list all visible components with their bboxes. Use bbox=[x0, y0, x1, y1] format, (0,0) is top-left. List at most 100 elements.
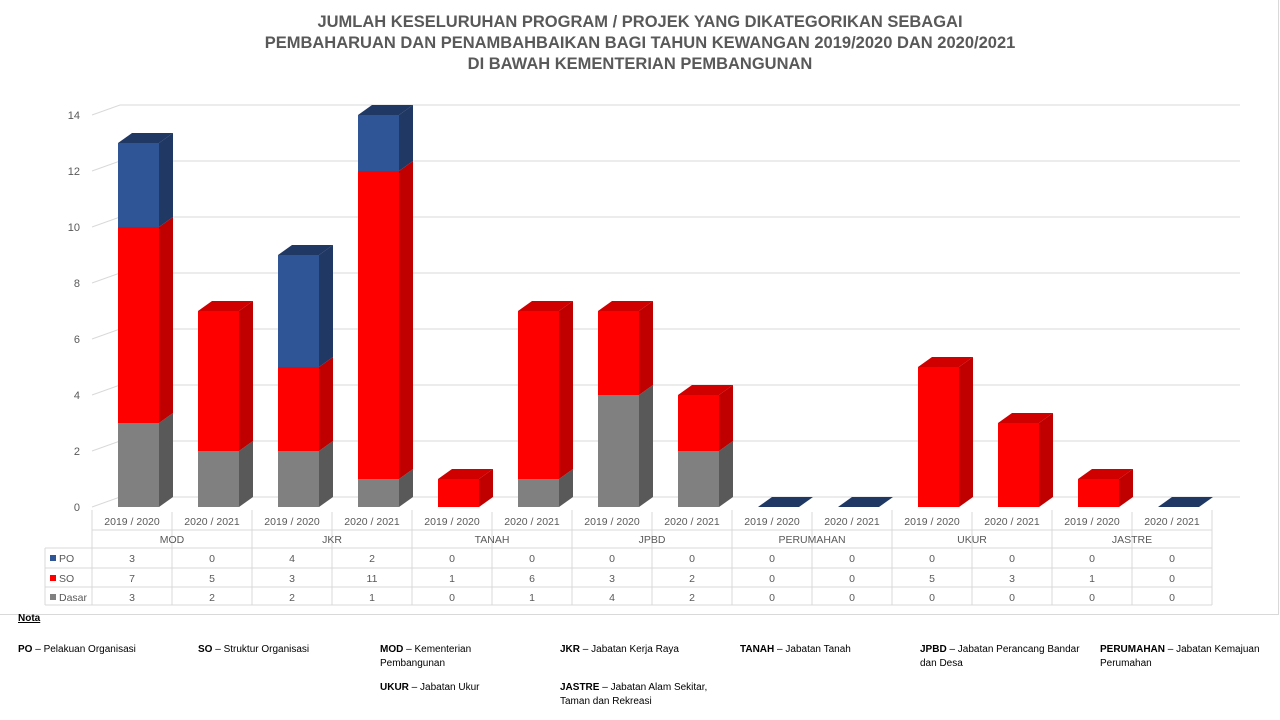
bar-dasar bbox=[678, 451, 719, 507]
table-cell: 2 bbox=[289, 592, 295, 604]
table-cell: 3 bbox=[289, 573, 295, 585]
year-label: 2020 / 2021 bbox=[344, 516, 400, 528]
gridline bbox=[91, 496, 1240, 508]
bar-side-so bbox=[319, 357, 333, 451]
bar-top bbox=[1158, 497, 1213, 507]
table-cell: 5 bbox=[209, 573, 215, 585]
bar-so bbox=[358, 171, 399, 479]
nota-item: SO – Struktur Organisasi bbox=[198, 643, 348, 657]
gridline bbox=[91, 216, 1240, 228]
y-tick-label: 14 bbox=[68, 110, 80, 122]
table-cell: 1 bbox=[449, 573, 455, 585]
bar-side-so bbox=[479, 469, 493, 507]
title-line: DI BAWAH KEMENTERIAN PEMBANGUNAN bbox=[467, 55, 813, 73]
group-label: PERUMAHAN bbox=[778, 534, 845, 546]
gridline bbox=[91, 104, 1240, 116]
nota-desc: – Kementerian Pembangunan bbox=[380, 644, 472, 669]
table-cell: 4 bbox=[609, 592, 615, 604]
year-label: 2019 / 2020 bbox=[264, 516, 320, 528]
year-label: 2020 / 2021 bbox=[1144, 516, 1200, 528]
chart-frame bbox=[0, 0, 1279, 615]
year-label: 2019 / 2020 bbox=[104, 516, 160, 528]
bar-so bbox=[598, 311, 639, 395]
nota-abbr: PERUMAHAN bbox=[1100, 644, 1165, 655]
table-cell: 3 bbox=[129, 553, 135, 565]
table-cell: 0 bbox=[1089, 592, 1095, 604]
bar-top bbox=[278, 245, 333, 255]
gridline bbox=[91, 160, 1240, 172]
bar-po bbox=[118, 143, 159, 227]
legend-label: Dasar bbox=[59, 592, 88, 604]
table-cell: 3 bbox=[129, 592, 135, 604]
group-label: UKUR bbox=[957, 534, 987, 546]
table-cell: 2 bbox=[369, 553, 375, 565]
nota-item: TANAH – Jabatan Tanah bbox=[740, 643, 910, 657]
bar-so bbox=[918, 367, 959, 507]
table-cell: 3 bbox=[609, 573, 615, 585]
bar-side-dasar bbox=[399, 469, 413, 507]
bar-side-po bbox=[319, 245, 333, 367]
bar-so bbox=[998, 423, 1039, 507]
bar-dasar bbox=[358, 479, 399, 507]
y-tick-label: 4 bbox=[74, 390, 80, 402]
nota-desc: – Jabatan Alam Sekitar, Taman dan Rekrea… bbox=[560, 682, 708, 707]
table-cell: 1 bbox=[529, 592, 535, 604]
table-cell: 2 bbox=[209, 592, 215, 604]
table-cell: 0 bbox=[769, 553, 775, 565]
table-cell: 0 bbox=[1169, 573, 1175, 585]
table-cell: 3 bbox=[1009, 573, 1015, 585]
bar-side-dasar bbox=[319, 441, 333, 507]
table-cell: 0 bbox=[849, 592, 855, 604]
bar-top bbox=[918, 357, 973, 367]
bar-top bbox=[198, 301, 253, 311]
year-label: 2019 / 2020 bbox=[1064, 516, 1120, 528]
bar-top bbox=[998, 413, 1053, 423]
table-cell: 0 bbox=[929, 553, 935, 565]
year-label: 2019 / 2020 bbox=[584, 516, 640, 528]
table-cell: 0 bbox=[209, 553, 215, 565]
table-cell: 2 bbox=[689, 592, 695, 604]
bar-top bbox=[678, 385, 733, 395]
table-cell: 0 bbox=[609, 553, 615, 565]
bar-dasar bbox=[198, 451, 239, 507]
bar-so bbox=[678, 395, 719, 451]
bar-dasar bbox=[518, 479, 559, 507]
nota-desc: – Pelakuan Organisasi bbox=[32, 644, 136, 655]
table-cell: 1 bbox=[369, 592, 375, 604]
gridline bbox=[91, 384, 1240, 396]
nota-abbr: JKR bbox=[560, 644, 581, 655]
bar-top bbox=[1078, 469, 1133, 479]
bar-top bbox=[118, 133, 173, 143]
year-label: 2019 / 2020 bbox=[744, 516, 800, 528]
year-label: 2020 / 2021 bbox=[664, 516, 720, 528]
nota-item: JKR – Jabatan Kerja Raya bbox=[560, 643, 730, 657]
nota-abbr: UKUR bbox=[380, 682, 409, 693]
group-label: JASTRE bbox=[1112, 534, 1152, 546]
table-cell: 0 bbox=[529, 553, 535, 565]
table-cell: 4 bbox=[289, 553, 295, 565]
nota-desc: – Jabatan Ukur bbox=[408, 682, 480, 693]
nota-desc: – Jabatan Kerja Raya bbox=[580, 644, 679, 655]
legend-key-so bbox=[50, 575, 56, 581]
table-cell: 0 bbox=[449, 592, 455, 604]
table-cell: 0 bbox=[1089, 553, 1095, 565]
bar-po bbox=[278, 255, 319, 367]
bar-dasar bbox=[118, 423, 159, 507]
legend-key-po bbox=[50, 555, 56, 561]
table-cell: 0 bbox=[689, 553, 695, 565]
year-label: 2020 / 2021 bbox=[504, 516, 560, 528]
year-label: 2020 / 2021 bbox=[984, 516, 1040, 528]
bar-top bbox=[838, 497, 893, 507]
group-label: TANAH bbox=[475, 534, 510, 546]
nota-abbr: TANAH bbox=[740, 644, 775, 655]
table-cell: 0 bbox=[449, 553, 455, 565]
bar-top bbox=[598, 301, 653, 311]
nota-abbr: SO bbox=[198, 644, 213, 655]
title-line: PEMBAHARUAN DAN PENAMBAHBAIKAN BAGI TAHU… bbox=[264, 34, 1016, 52]
nota-item: MOD – Kementerian Pembangunan bbox=[380, 643, 520, 671]
table-cell: 0 bbox=[769, 573, 775, 585]
bar-po bbox=[358, 115, 399, 171]
nota-abbr: PO bbox=[18, 644, 33, 655]
table-cell: 0 bbox=[1009, 592, 1015, 604]
